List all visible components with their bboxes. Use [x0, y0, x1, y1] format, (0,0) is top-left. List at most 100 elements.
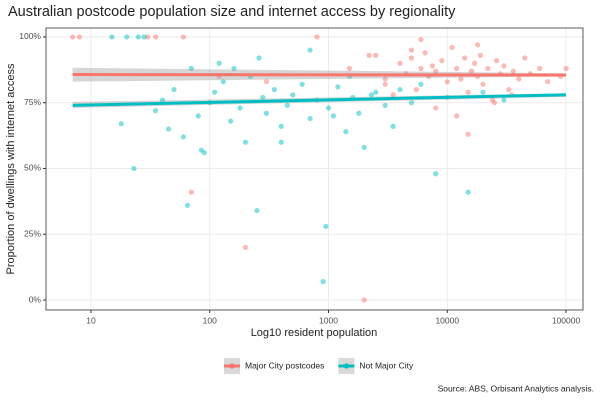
point — [493, 58, 500, 64]
point — [195, 113, 201, 119]
legend: Major City postcodes Not Major City — [224, 358, 414, 374]
point — [465, 131, 471, 137]
point — [237, 105, 243, 111]
point — [254, 207, 260, 214]
point — [433, 171, 439, 177]
x-tick-label: 10 — [86, 315, 96, 325]
legend-point — [229, 363, 235, 369]
point — [418, 65, 424, 72]
point — [480, 81, 486, 87]
point — [516, 76, 522, 82]
point — [458, 76, 464, 82]
point — [361, 144, 367, 151]
point — [216, 60, 222, 66]
point — [159, 97, 166, 103]
x-tick-label: 100 — [203, 315, 217, 325]
point — [522, 55, 528, 61]
point — [330, 113, 337, 119]
point — [278, 139, 284, 145]
point — [180, 134, 186, 140]
point — [263, 79, 270, 85]
x-axis-label: Log10 resident population — [251, 327, 378, 339]
point — [325, 105, 332, 111]
point — [418, 36, 424, 43]
point — [118, 121, 124, 127]
x-tick-label: 100000 — [552, 315, 581, 325]
point — [397, 60, 403, 66]
point — [320, 278, 326, 285]
point — [480, 89, 486, 95]
point — [563, 65, 569, 72]
point — [231, 65, 237, 72]
point — [501, 97, 507, 103]
point — [271, 86, 277, 93]
point — [501, 63, 507, 69]
point — [373, 52, 379, 58]
point — [465, 189, 471, 195]
point — [472, 60, 478, 66]
y-tick-label: 0% — [29, 294, 42, 304]
point — [356, 110, 362, 116]
point — [462, 55, 468, 61]
point — [184, 202, 191, 208]
point — [242, 139, 249, 145]
y-tick-label: 100% — [19, 31, 41, 41]
point — [510, 68, 516, 74]
point — [145, 34, 151, 40]
point — [263, 110, 270, 116]
trend-line — [72, 73, 567, 77]
point — [198, 147, 204, 153]
point — [299, 81, 305, 87]
point — [444, 79, 450, 85]
point — [180, 34, 186, 40]
point — [188, 189, 194, 195]
point — [429, 63, 436, 69]
point — [188, 65, 194, 72]
point — [408, 100, 415, 106]
legend-label: Major City postcodes — [245, 360, 324, 370]
x-tick-label: 1000 — [319, 315, 338, 325]
point — [373, 89, 379, 95]
point — [242, 244, 249, 250]
y-tick-label: 50% — [24, 163, 41, 173]
point — [366, 52, 372, 58]
point — [212, 89, 218, 95]
point — [171, 86, 177, 93]
point — [454, 65, 460, 72]
point — [314, 34, 320, 40]
point — [413, 86, 420, 93]
point — [408, 55, 415, 61]
point — [449, 44, 455, 51]
point — [220, 79, 226, 85]
point — [537, 65, 543, 72]
trend-line — [72, 93, 567, 107]
point — [307, 115, 313, 122]
point — [506, 86, 512, 93]
point — [390, 123, 396, 129]
point — [307, 47, 313, 53]
point — [141, 34, 147, 40]
point — [545, 79, 551, 85]
point — [408, 47, 415, 53]
point — [439, 58, 445, 64]
point — [135, 34, 141, 40]
point — [165, 126, 172, 132]
y-tick-label: 75% — [24, 97, 41, 107]
point — [422, 50, 428, 56]
point — [131, 165, 137, 172]
point — [278, 123, 284, 129]
point — [256, 55, 262, 61]
point — [382, 76, 388, 82]
point — [477, 52, 483, 58]
x-tick-label: 10000 — [435, 315, 459, 325]
point — [491, 100, 498, 106]
point — [323, 223, 329, 229]
point — [397, 86, 403, 93]
point — [454, 113, 460, 119]
point — [465, 89, 471, 95]
point — [382, 81, 388, 87]
point — [433, 68, 439, 74]
point — [382, 102, 388, 108]
point — [343, 129, 349, 135]
